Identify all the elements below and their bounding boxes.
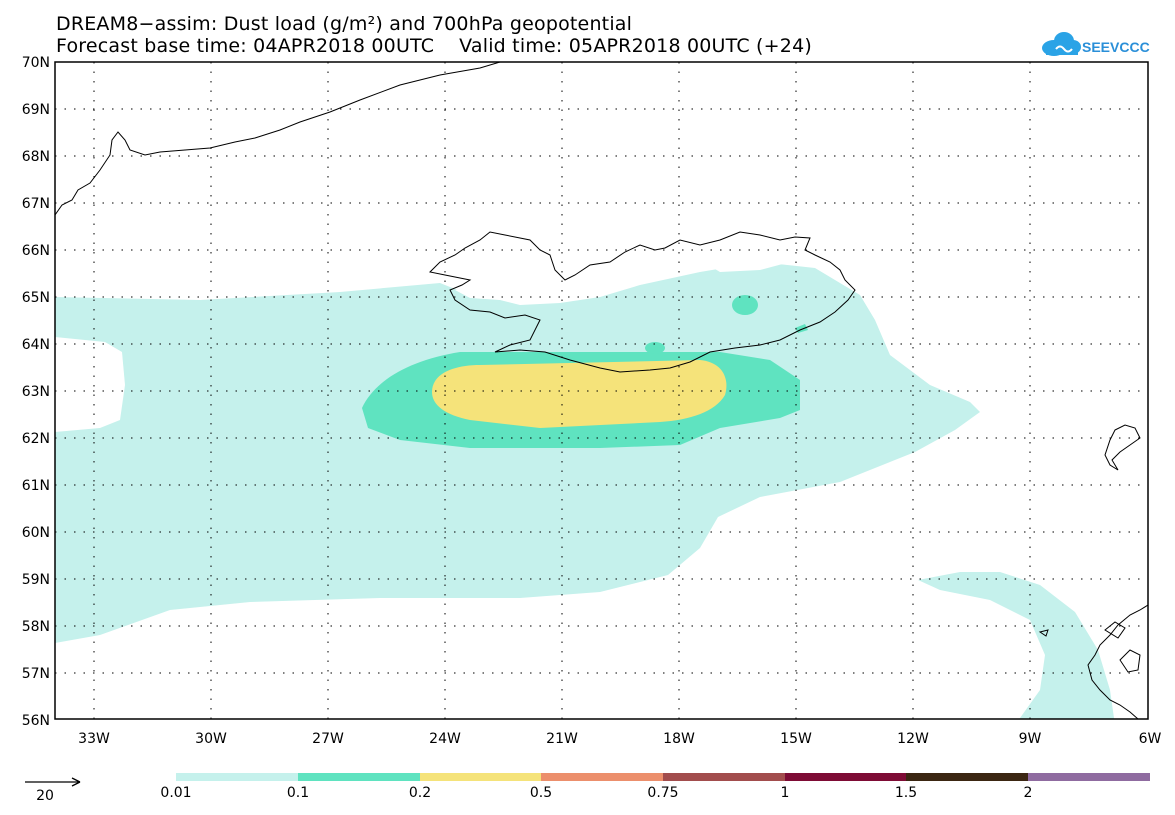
lat-label: 64N [22, 337, 50, 353]
lat-label: 57N [22, 666, 50, 682]
legend-label: 0.01 [160, 785, 192, 801]
iceland-coast [428, 231, 856, 373]
reference-vector-arrow [25, 777, 81, 787]
lat-label: 70N [22, 55, 50, 71]
lon-label: 18W [663, 731, 695, 747]
legend-swatch [298, 773, 420, 781]
lat-label: 67N [22, 196, 50, 212]
dust-patch [732, 295, 758, 315]
legend-label: 0.75 [647, 785, 679, 801]
lat-label: 68N [22, 149, 50, 165]
lat-label: 59N [22, 572, 50, 588]
dust-contour-02 [432, 360, 727, 428]
dust-contour-001-se [918, 572, 1115, 719]
lat-label: 56N [22, 713, 50, 729]
lat-label: 66N [22, 243, 50, 259]
lon-label: 6W [1139, 731, 1162, 747]
legend-swatch [420, 773, 541, 781]
seevccc-logo: SEEVCCC [1040, 28, 1160, 62]
lon-label: 21W [546, 731, 578, 747]
legend-label: 1.5 [894, 785, 918, 801]
lat-label: 62N [22, 431, 50, 447]
coastlines [55, 62, 1148, 719]
lon-label: 33W [78, 731, 110, 747]
dust-fields [55, 255, 1115, 719]
legend-swatch [906, 773, 1028, 781]
lon-label: 30W [195, 731, 227, 747]
scotland-coast [1087, 604, 1148, 719]
lat-label: 58N [22, 619, 50, 635]
legend-swatch [1028, 773, 1150, 781]
lat-label: 61N [22, 478, 50, 494]
greenland-coast [55, 62, 501, 216]
legend-label: 0.2 [408, 785, 432, 801]
lat-label: 69N [22, 102, 50, 118]
legend-label: 0.5 [529, 785, 553, 801]
legend-label: 0.1 [286, 785, 310, 801]
legend-label: 1 [780, 785, 790, 801]
legend-label: 2 [1023, 785, 1033, 801]
lon-label: 9W [1019, 731, 1042, 747]
longitude-labels: 33W 30W 27W 24W 21W 18W 15W 12W 9W 6W [78, 731, 1161, 747]
latitude-labels: 70N 69N 68N 67N 66N 65N 64N 63N 62N 61N … [22, 55, 50, 729]
dust-patch [645, 342, 665, 354]
cloud-icon [1042, 32, 1081, 56]
legend-swatch [176, 773, 298, 781]
map-subtitle: Forecast base time: 04APR2018 00UTC Vali… [56, 35, 812, 57]
legend-swatch [541, 773, 663, 781]
lon-label: 12W [897, 731, 929, 747]
lon-label: 24W [429, 731, 461, 747]
lat-label: 60N [22, 525, 50, 541]
logo-text: SEEVCCC [1082, 39, 1150, 55]
lat-label: 63N [22, 384, 50, 400]
map-frame [54, 61, 1149, 720]
lon-label: 15W [780, 731, 812, 747]
dust-contour-001 [55, 262, 980, 643]
map-title: DREAM8−assim: Dust load (g/m²) and 700hP… [56, 13, 633, 35]
color-legend [176, 773, 1150, 781]
legend-swatch [785, 773, 906, 781]
legend-swatch [663, 773, 785, 781]
faroe-coast [1104, 424, 1141, 471]
lat-label: 65N [22, 290, 50, 306]
reference-vector-label: 20 [36, 788, 54, 804]
lon-label: 27W [312, 731, 344, 747]
